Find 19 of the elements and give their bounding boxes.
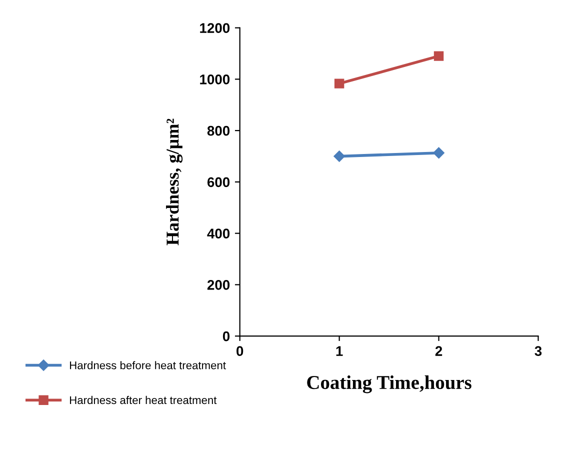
x-tick-label: 1 (336, 346, 343, 356)
legend-label: Hardness after heat treatment (70, 396, 217, 404)
x-tick-label: 2 (435, 346, 442, 356)
y-tick-label: 800 (207, 126, 230, 136)
x-tick-label: 0 (236, 346, 244, 356)
legend-label: Hardness before heat treatment (70, 361, 226, 370)
y-tick-label: 400 (207, 228, 230, 238)
x-axis-title: Coating Time,hours (307, 375, 472, 394)
y-tick-label: 1200 (200, 23, 230, 33)
x-tick-label: 3 (534, 346, 542, 356)
y-tick-label: 600 (207, 177, 230, 188)
point (334, 78, 344, 88)
y-tick-label: 0 (222, 331, 230, 342)
point (334, 150, 345, 162)
point (433, 147, 444, 159)
y-tick-label: 1000 (200, 74, 230, 84)
y-tick-label: 200 (207, 280, 230, 290)
point (434, 51, 444, 61)
y-axis-title: Hardness, g/µm² (166, 118, 183, 246)
